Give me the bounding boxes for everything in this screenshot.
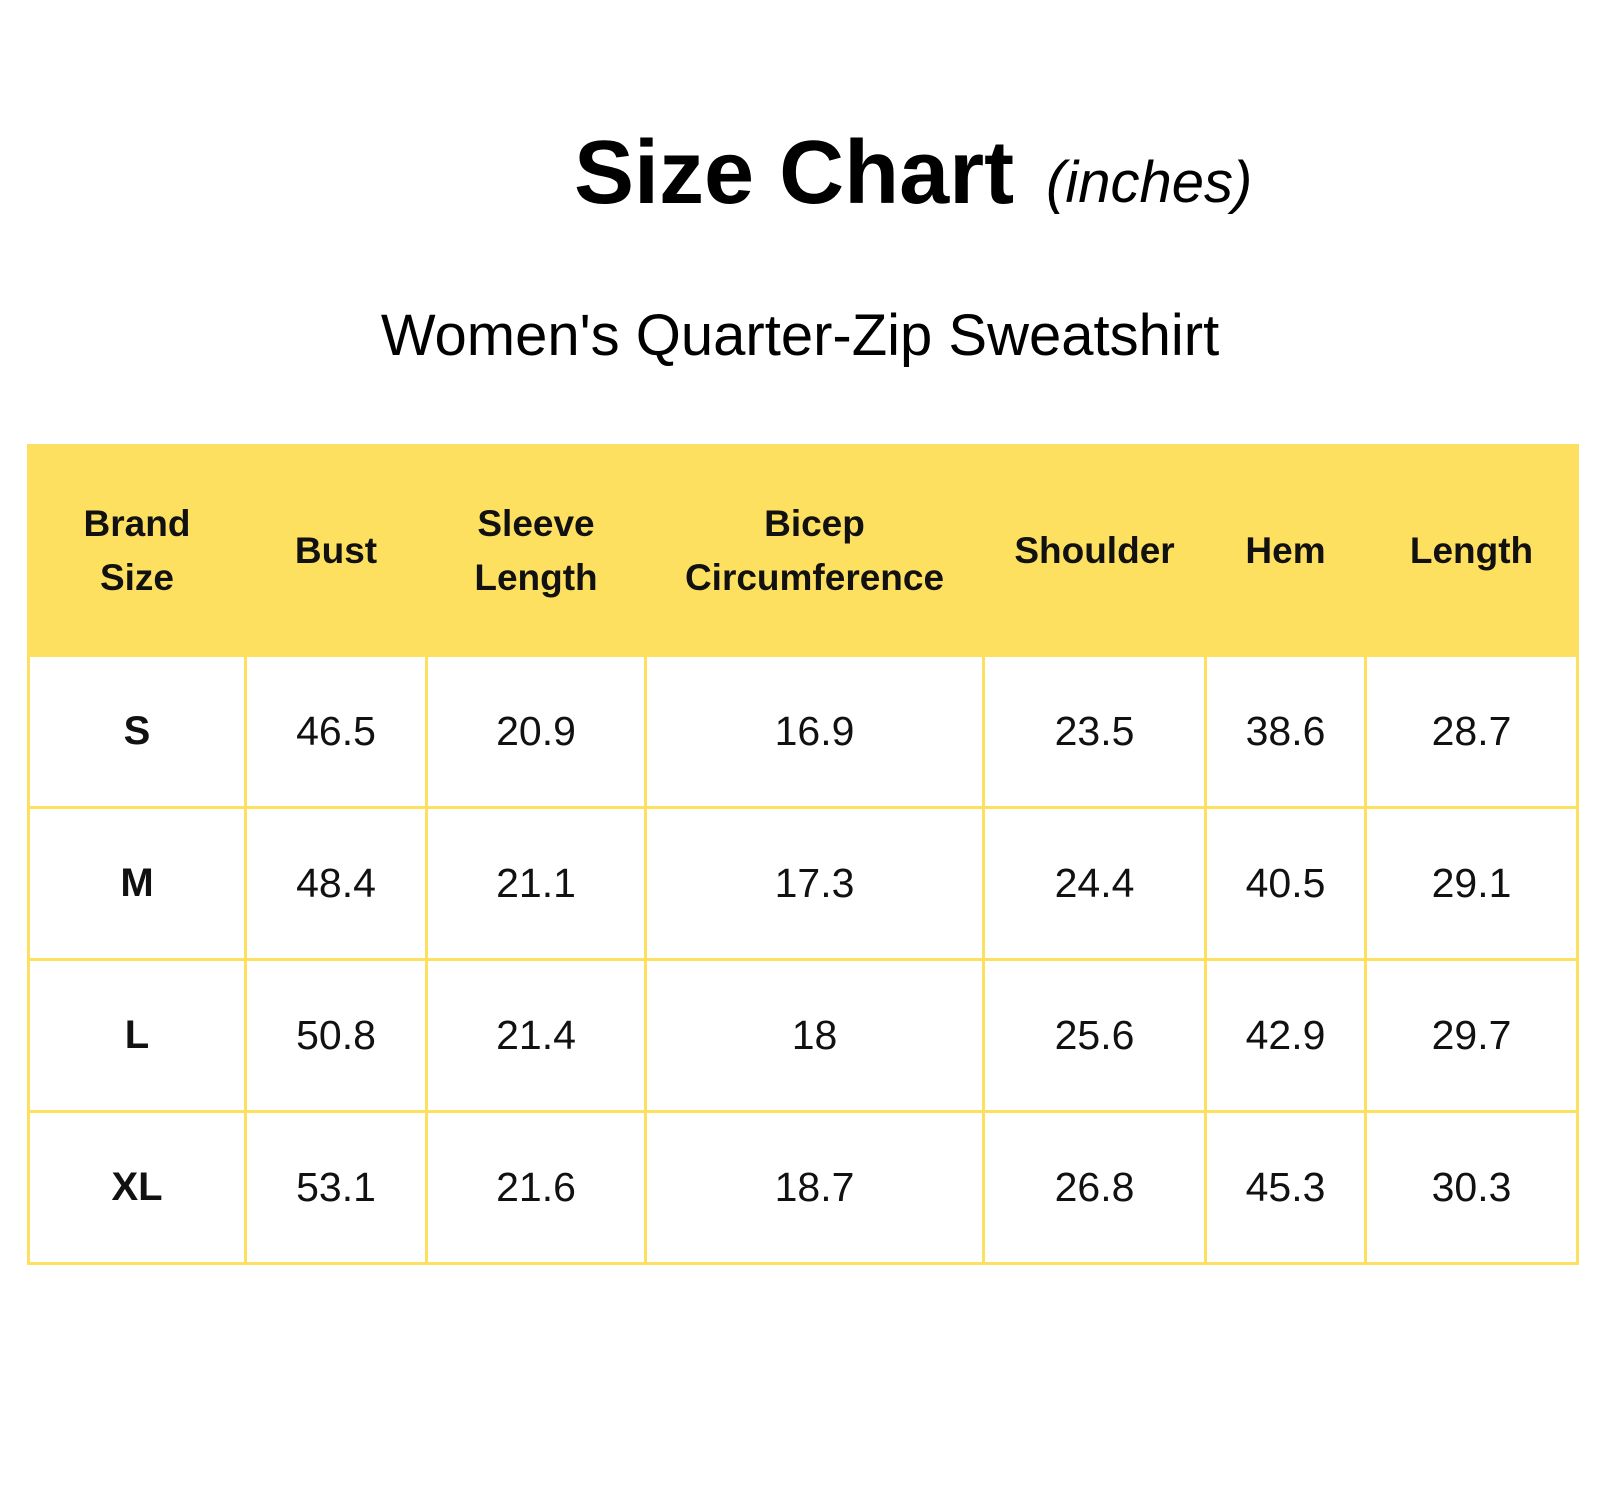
sleeve-length-cell: 21.1 [425, 806, 647, 961]
shoulder-cell: 23.5 [982, 654, 1207, 809]
bicep-circumference-cell: 18.7 [644, 1110, 985, 1265]
header-line: Brand [83, 502, 191, 544]
length-cell: 29.7 [1364, 958, 1579, 1113]
length-cell: 28.7 [1364, 654, 1579, 809]
header-length: Length [1364, 444, 1579, 657]
hem-cell: 45.3 [1204, 1110, 1367, 1265]
header-line: Length [474, 556, 598, 598]
hem-cell: 38.6 [1204, 654, 1367, 809]
table-row: S 46.5 20.9 16.9 23.5 38.6 28.7 [27, 654, 1579, 809]
header-shoulder: Shoulder [982, 444, 1207, 657]
header-line: Hem [1245, 529, 1326, 571]
product-subtitle: Women's Quarter-Zip Sweatshirt [380, 303, 1220, 368]
hem-cell: 40.5 [1204, 806, 1367, 961]
table-row: XL 53.1 21.6 18.7 26.8 45.3 30.3 [27, 1110, 1579, 1265]
sleeve-length-cell: 21.6 [425, 1110, 647, 1265]
shoulder-cell: 24.4 [982, 806, 1207, 961]
header-bust: Bust [244, 444, 428, 657]
header-line: Bust [294, 529, 378, 571]
page-title: Size Chart [574, 123, 1015, 223]
header-brand-size: Brand Size [27, 444, 247, 657]
bust-cell: 50.8 [244, 958, 428, 1113]
header-row: Brand Size Bust Sleeve Length Bicep Circumf… [27, 444, 1579, 657]
header-line: Sleeve [477, 502, 595, 544]
header-sleeve-length: Sleeve Length [425, 444, 647, 657]
table-row: L 50.8 21.4 18 25.6 42.9 29.7 [27, 958, 1579, 1113]
header-line: Shoulder [1014, 529, 1175, 571]
sleeve-length-cell: 20.9 [425, 654, 647, 809]
shoulder-cell: 26.8 [982, 1110, 1207, 1265]
bicep-circumference-cell: 16.9 [644, 654, 985, 809]
length-cell: 29.1 [1364, 806, 1579, 961]
header-hem: Hem [1204, 444, 1367, 657]
header-line: Circumference [684, 556, 945, 598]
length-cell: 30.3 [1364, 1110, 1579, 1265]
header-line: Length [1409, 529, 1534, 571]
bicep-circumference-cell: 18 [644, 958, 985, 1113]
title-row: Size Chart (inches) [0, 118, 1600, 228]
header-line: Size [99, 556, 175, 598]
sleeve-length-cell: 21.4 [425, 958, 647, 1113]
shoulder-cell: 25.6 [982, 958, 1207, 1113]
bust-cell: 53.1 [244, 1110, 428, 1265]
header-bicep-circumference: Bicep Circumference [644, 444, 985, 657]
bicep-circumference-cell: 17.3 [644, 806, 985, 961]
size-table: Brand Size Bust Sleeve Length Bicep Circumf… [27, 444, 1579, 1265]
bust-cell: 46.5 [244, 654, 428, 809]
table-row: M 48.4 21.1 17.3 24.4 40.5 29.1 [27, 806, 1579, 961]
title-unit: (inches) [1046, 150, 1253, 215]
hem-cell: 42.9 [1204, 958, 1367, 1113]
bust-cell: 48.4 [244, 806, 428, 961]
header-line: Bicep [764, 502, 865, 544]
size-cell: L [27, 958, 247, 1113]
size-cell: XL [27, 1110, 247, 1265]
size-cell: M [27, 806, 247, 961]
size-cell: S [27, 654, 247, 809]
